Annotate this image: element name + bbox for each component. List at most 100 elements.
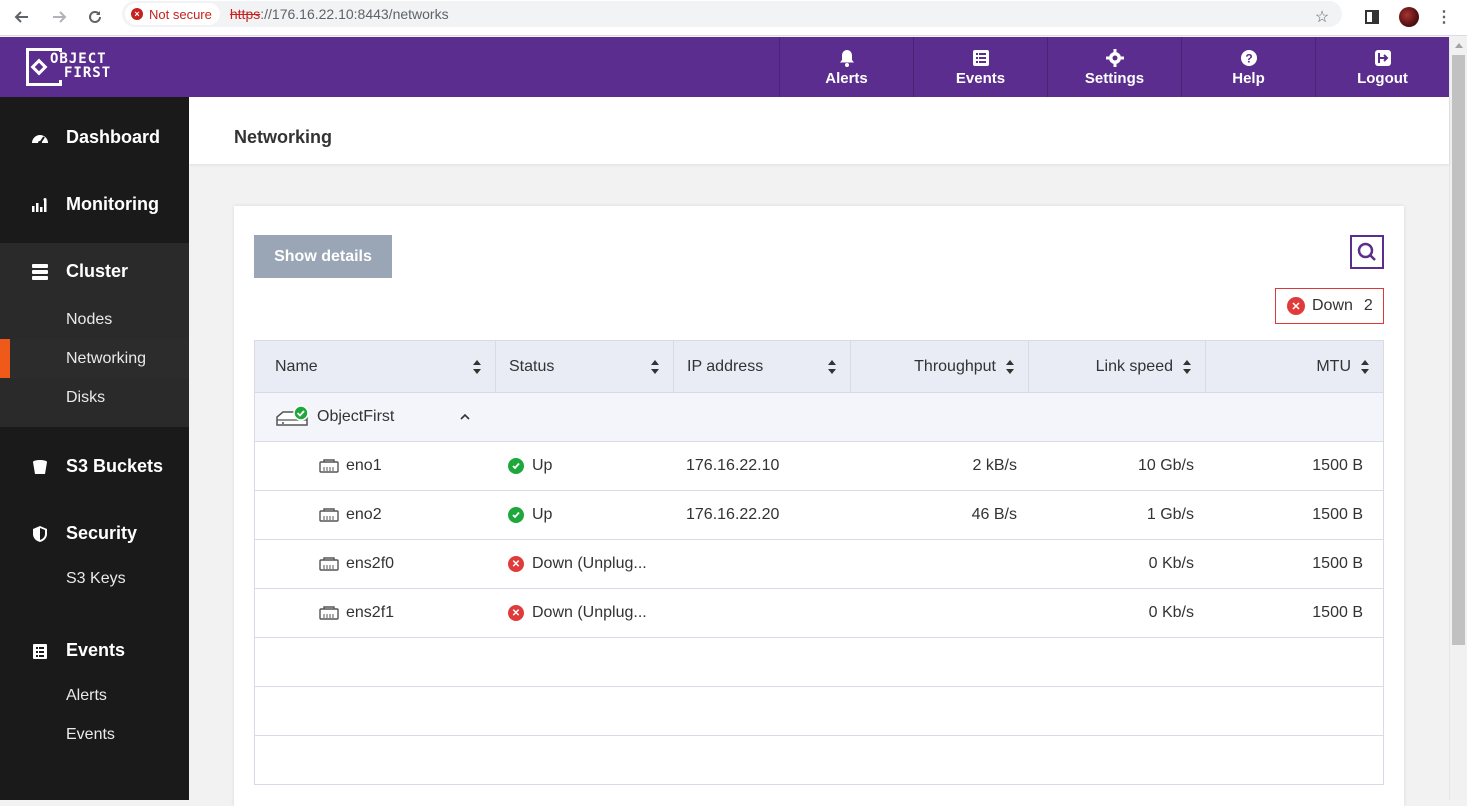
- status-cell: Up: [508, 491, 552, 539]
- search-icon: [1357, 242, 1376, 261]
- ip-address: 176.16.22.10: [686, 457, 780, 474]
- nav-logout[interactable]: Logout: [1315, 37, 1449, 97]
- ethernet-port-icon: [319, 491, 339, 539]
- bookmark-star-icon[interactable]: ☆: [1314, 9, 1330, 26]
- back-button[interactable]: [8, 3, 36, 31]
- mtu: 1500 B: [1312, 506, 1363, 523]
- group-name: ObjectFirst: [317, 408, 395, 425]
- nav-help-label: Help: [1232, 69, 1265, 87]
- down-status-filter[interactable]: ✕ Down 2: [1275, 288, 1384, 324]
- throughput: 2 kB/s: [972, 457, 1017, 474]
- page-title: Networking: [234, 127, 333, 147]
- node-group-row[interactable]: ObjectFirst: [254, 393, 1384, 442]
- browser-menu-icon[interactable]: ⋮: [1436, 9, 1452, 26]
- profile-avatar[interactable]: [1397, 3, 1421, 31]
- page-scrollbar[interactable]: [1449, 37, 1467, 800]
- interface-name: ens2f1: [346, 604, 395, 621]
- app-header: OBJECT FIRST Alerts Events Settings ? Hel…: [0, 37, 1449, 97]
- bucket-icon: [30, 459, 50, 475]
- logo[interactable]: OBJECT FIRST: [26, 47, 112, 87]
- error-icon: ✕: [508, 605, 524, 621]
- sidebar-item-alerts[interactable]: Alerts: [66, 686, 107, 704]
- search-button[interactable]: [1350, 235, 1384, 269]
- sidebar: Dashboard Monitoring Cluster Nodes Netwo…: [0, 97, 189, 800]
- empty-row: [254, 687, 1384, 736]
- table-header: Name Status IP address Throughput Link s…: [254, 340, 1384, 393]
- column-header-throughput[interactable]: Throughput: [851, 341, 1029, 392]
- reload-button[interactable]: [81, 3, 109, 31]
- ethernet-port-icon: [319, 442, 339, 490]
- sidebar-item-monitoring[interactable]: Monitoring: [0, 171, 189, 238]
- mtu: 1500 B: [1312, 555, 1363, 572]
- sidebar-item-s3-buckets[interactable]: S3 Buckets: [0, 433, 189, 500]
- column-header-mtu[interactable]: MTU: [1206, 341, 1383, 392]
- browser-toolbar: × Not secure https://176.16.22.10:8443/n…: [0, 0, 1467, 36]
- nav-settings[interactable]: Settings: [1047, 37, 1181, 97]
- throughput: 46 B/s: [971, 506, 1017, 523]
- server-icon: [30, 263, 50, 280]
- sidebar-item-dashboard[interactable]: Dashboard: [0, 104, 189, 171]
- scroll-up-icon[interactable]: [1455, 43, 1463, 48]
- nav-alerts[interactable]: Alerts: [779, 37, 913, 97]
- table-row[interactable]: eno2 Up 176.16.22.20 46 B/s 1 Gb/s 1500 …: [254, 491, 1384, 540]
- list-icon: [30, 643, 50, 659]
- shield-icon: [30, 525, 50, 542]
- sidebar-item-events-sub[interactable]: Events: [66, 725, 115, 743]
- table-row[interactable]: eno1 Up 176.16.22.10 2 kB/s 10 Gb/s 1500…: [254, 442, 1384, 491]
- ip-address: 176.16.22.20: [686, 506, 780, 523]
- column-header-link-speed[interactable]: Link speed: [1029, 341, 1206, 392]
- sidebar-item-disks[interactable]: Disks: [66, 388, 106, 406]
- node-server-icon: [275, 393, 309, 441]
- sort-icon[interactable]: [473, 360, 481, 374]
- sidebar-item-cluster[interactable]: Cluster: [0, 243, 189, 300]
- bell-icon: [839, 48, 855, 68]
- error-icon: ✕: [1287, 297, 1305, 315]
- down-filter-count: 2: [1363, 297, 1373, 314]
- reload-icon: [89, 10, 101, 23]
- bar-chart-icon: [30, 197, 50, 212]
- column-header-name[interactable]: Name: [255, 341, 496, 392]
- empty-row: [254, 736, 1384, 785]
- sort-icon[interactable]: [1006, 360, 1014, 374]
- network-table: Name Status IP address Throughput Link s…: [254, 340, 1384, 785]
- nav-help[interactable]: ? Help: [1181, 37, 1315, 97]
- sidebar-item-s3-keys[interactable]: S3 Keys: [66, 569, 126, 587]
- address-bar[interactable]: × Not secure https://176.16.22.10:8443/n…: [122, 1, 1342, 27]
- sidebar-item-events[interactable]: Events: [0, 617, 189, 684]
- ethernet-port-icon: [319, 589, 339, 637]
- status-cell: ✕ Down (Unplug...: [508, 589, 647, 637]
- table-row[interactable]: ens2f1 ✕ Down (Unplug... 0 Kb/s 1500 B: [254, 589, 1384, 638]
- show-details-button[interactable]: Show details: [254, 235, 392, 278]
- column-header-status[interactable]: Status: [496, 341, 674, 392]
- ethernet-port-icon: [319, 540, 339, 588]
- mtu: 1500 B: [1312, 604, 1363, 621]
- sort-icon[interactable]: [1183, 360, 1191, 374]
- column-header-ip[interactable]: IP address: [674, 341, 851, 392]
- nav-events[interactable]: Events: [913, 37, 1047, 97]
- page-header: Networking: [189, 97, 1449, 164]
- link-speed: 10 Gb/s: [1137, 457, 1194, 474]
- nav-settings-label: Settings: [1084, 69, 1145, 87]
- sidebar-item-security[interactable]: Security: [0, 500, 189, 567]
- error-icon: ✕: [508, 556, 524, 572]
- link-speed: 1 Gb/s: [1146, 506, 1194, 523]
- empty-row: [254, 638, 1384, 687]
- chevron-up-icon[interactable]: [459, 393, 471, 441]
- interface-name: ens2f0: [346, 555, 395, 572]
- gauge-icon: [30, 131, 50, 145]
- sort-icon[interactable]: [1361, 360, 1369, 374]
- link-speed: 0 Kb/s: [1148, 604, 1194, 621]
- check-circle-icon: [508, 458, 524, 474]
- status-cell: ✕ Down (Unplug...: [508, 540, 647, 588]
- table-row[interactable]: ens2f0 ✕ Down (Unplug... 0 Kb/s 1500 B: [254, 540, 1384, 589]
- forward-button[interactable]: [45, 3, 73, 31]
- sort-icon[interactable]: [828, 360, 836, 374]
- sidebar-item-networking[interactable]: Networking: [0, 339, 189, 378]
- security-chip[interactable]: × Not secure: [125, 3, 220, 25]
- nav-alerts-label: Alerts: [825, 69, 868, 87]
- sort-icon[interactable]: [651, 360, 659, 374]
- sidebar-item-nodes[interactable]: Nodes: [66, 310, 113, 328]
- arrow-left-icon: [14, 11, 28, 23]
- scroll-thumb[interactable]: [1452, 55, 1465, 645]
- side-panel-icon[interactable]: [1360, 3, 1384, 31]
